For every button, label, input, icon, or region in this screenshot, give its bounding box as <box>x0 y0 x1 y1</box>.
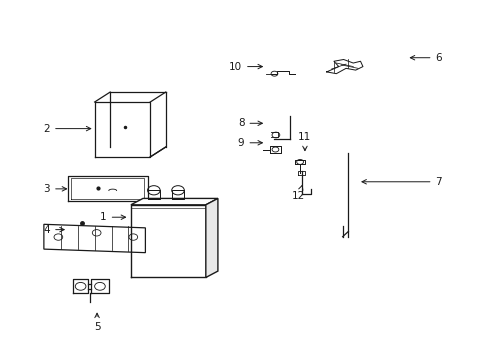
Text: 4: 4 <box>43 225 64 235</box>
Text: 7: 7 <box>361 177 441 187</box>
Polygon shape <box>205 198 218 278</box>
Text: 3: 3 <box>43 184 66 194</box>
Polygon shape <box>131 198 218 205</box>
Text: 12: 12 <box>291 185 305 201</box>
Text: 9: 9 <box>237 138 262 148</box>
Text: 11: 11 <box>298 132 311 150</box>
Text: 1: 1 <box>100 212 125 222</box>
Text: 6: 6 <box>409 53 441 63</box>
Text: 2: 2 <box>43 123 91 134</box>
Text: 5: 5 <box>94 313 100 332</box>
Text: 8: 8 <box>237 118 262 128</box>
Text: 10: 10 <box>228 62 262 72</box>
